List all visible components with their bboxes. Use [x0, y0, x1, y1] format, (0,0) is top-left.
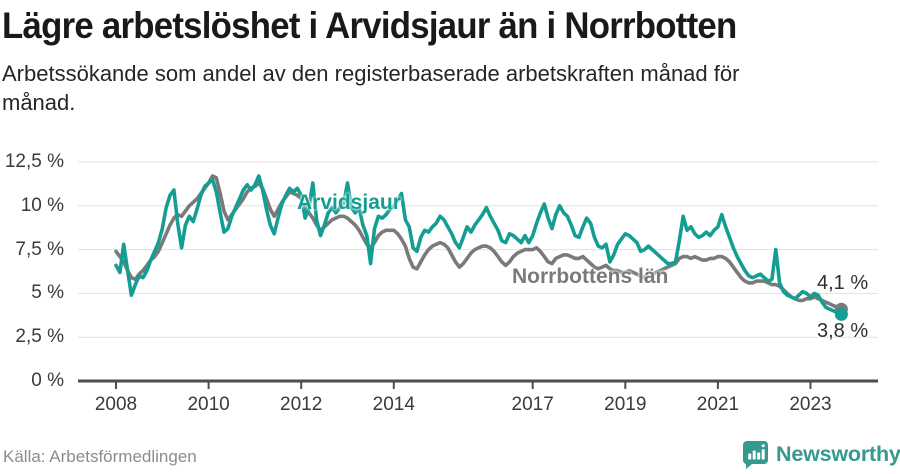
newsworthy-brand: Newsworthy — [742, 440, 900, 469]
x-tick-label: 2019 — [604, 394, 647, 415]
gridlines — [78, 161, 878, 389]
y-tick-label: 5 % — [31, 282, 64, 304]
arvidsjaur-end-value: 3,8 % — [817, 320, 869, 342]
x-tick-label: 2014 — [372, 394, 415, 415]
newsworthy-wordmark: Newsworthy — [776, 442, 900, 466]
norrbotten-end-value: 4,1 % — [817, 272, 869, 294]
x-tick-label: 2012 — [280, 394, 323, 415]
x-tick-label: 2010 — [187, 394, 230, 415]
x-tick-label: 2021 — [696, 394, 740, 415]
norrbotten-series-label: Norrbottens län — [512, 265, 669, 288]
y-tick-label: 10 % — [20, 194, 64, 216]
y-tick-label: 0 % — [31, 370, 64, 391]
x-tick-label: 2017 — [511, 394, 554, 415]
chart-title: Lägre arbetslöshet i Arvidsjaur än i Nor… — [2, 5, 737, 46]
arvidsjaur-line — [114, 174, 844, 317]
chart-subtitle: Arbetssökande som andel av den registerb… — [2, 61, 740, 115]
y-tick-label: 2,5 % — [15, 326, 64, 348]
arvidsjaur-end-dot — [834, 307, 848, 321]
arvidsjaur-series-label: Arvidsjaur — [297, 191, 401, 214]
x-tick-label: 2023 — [789, 394, 832, 415]
newsworthy-logo-icon — [742, 441, 768, 469]
source-note: Källa: Arbetsförmedlingen — [3, 447, 197, 466]
y-tick-label: 7,5 % — [15, 238, 64, 260]
x-tick-label: 2008 — [94, 394, 138, 415]
y-tick-label: 12,5 % — [4, 151, 64, 172]
